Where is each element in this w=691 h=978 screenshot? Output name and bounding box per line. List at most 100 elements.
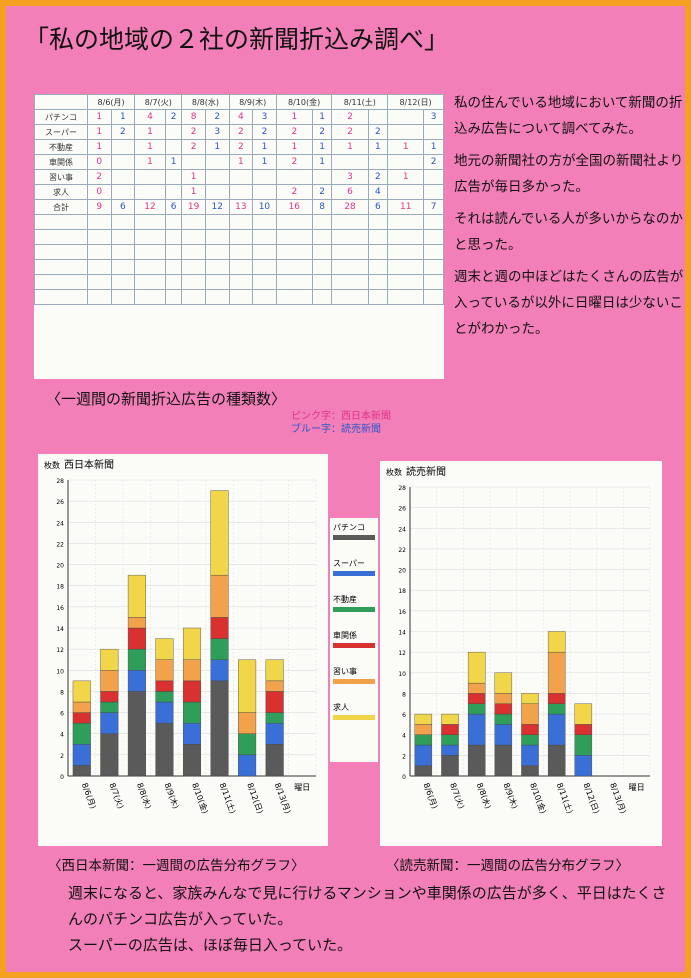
x-tick-label: 8/10(金) <box>190 781 210 815</box>
bar-segment <box>128 691 146 776</box>
table-cell <box>424 185 444 200</box>
table-cell <box>368 215 388 230</box>
legend-entry: スーパー <box>330 554 378 590</box>
bar-segment <box>468 683 485 693</box>
bar-segment <box>495 673 512 694</box>
bar-segment <box>238 755 256 776</box>
table-cell <box>205 245 229 260</box>
y-axis-label: 枚数 <box>44 460 60 470</box>
bar-segment <box>101 734 119 776</box>
table-cell: 19 <box>182 200 206 215</box>
table-cell <box>332 230 368 245</box>
bar-segment <box>575 704 592 725</box>
row-label: 合計 <box>35 200 88 215</box>
table-cell <box>182 260 206 275</box>
table-cell: 0 <box>88 155 112 170</box>
table-cell <box>388 215 424 230</box>
y-tick-label: 20 <box>56 563 64 570</box>
y-tick-label: 20 <box>398 568 406 575</box>
table-cell <box>253 245 277 260</box>
bar-segment <box>73 723 91 744</box>
bar-segment <box>521 693 538 703</box>
bar-segment <box>495 714 512 724</box>
bar-segment <box>468 704 485 714</box>
table-cell: 1 <box>253 155 277 170</box>
bar-segment <box>73 713 91 724</box>
table-cell: 3 <box>332 170 368 185</box>
bar-segment <box>415 724 432 734</box>
table-cell <box>205 275 229 290</box>
y-tick-label: 2 <box>60 753 64 760</box>
table-cell: 2 <box>229 125 253 140</box>
table-cell: 1 <box>276 110 312 125</box>
bar-segment <box>441 714 458 724</box>
table-cell <box>88 275 112 290</box>
table-cell <box>388 125 424 140</box>
table-cell <box>111 260 135 275</box>
table-cell: 2 <box>165 110 182 125</box>
legend-label: 車関係 <box>333 630 375 641</box>
table-cell <box>388 260 424 275</box>
table-cell <box>88 290 112 305</box>
table-cell <box>135 230 166 245</box>
table-cell: 1 <box>111 110 135 125</box>
y-tick-label: 28 <box>398 485 406 492</box>
table-cell: 1 <box>253 140 277 155</box>
x-tick-label: 8/12(日) <box>245 782 264 815</box>
table-cell <box>388 185 424 200</box>
table-cell <box>312 260 332 275</box>
table-cell: 1 <box>135 125 166 140</box>
y-tick-label: 26 <box>56 499 64 506</box>
x-tick-label: 8/13(月) <box>273 782 292 815</box>
legend-entry: 不動産 <box>330 590 378 626</box>
bar-segment <box>548 652 565 693</box>
x-tick-label: 8/12(日) <box>581 782 600 815</box>
y-tick-label: 16 <box>56 605 64 612</box>
bar-segment <box>495 704 512 714</box>
bar-segment <box>548 693 565 703</box>
table-cell <box>182 215 206 230</box>
page: 「私の地域の２社の新聞折込み調べ」 8/6(月)8/7(火)8/8(水)8/9(… <box>0 0 691 978</box>
table-cell: 1 <box>135 155 166 170</box>
table-cell <box>205 230 229 245</box>
table-cell <box>35 290 88 305</box>
day-header: 8/7(火) <box>135 95 182 110</box>
table-cell <box>165 140 182 155</box>
table-cell <box>368 230 388 245</box>
table-cell <box>332 245 368 260</box>
bar-segment <box>73 681 91 702</box>
x-tick-label: 8/6(月) <box>80 782 98 811</box>
table-cell: 1 <box>388 140 424 155</box>
y-tick-label: 14 <box>398 630 406 637</box>
table-cell <box>229 185 253 200</box>
bar-segment <box>156 723 174 776</box>
bar-segment <box>156 639 174 660</box>
table-cell <box>35 260 88 275</box>
y-tick-label: 14 <box>56 626 64 633</box>
table-cell <box>165 215 182 230</box>
table-cell: 8 <box>312 200 332 215</box>
table-cell: 2 <box>332 110 368 125</box>
table-cell <box>332 290 368 305</box>
table-cell <box>312 215 332 230</box>
table-caption: 〈一週間の新聞折込広告の種類数〉 <box>46 388 286 409</box>
bar-segment <box>521 724 538 734</box>
y-tick-label: 24 <box>56 520 64 527</box>
table-cell <box>388 245 424 260</box>
legend-label: 不動産 <box>333 594 375 605</box>
data-table: 8/6(月)8/7(火)8/8(水)8/9(木)8/10(金)8/11(土)8/… <box>34 94 444 379</box>
table-cell <box>424 260 444 275</box>
table-cell <box>276 230 312 245</box>
table-cell <box>182 245 206 260</box>
table-cell: 1 <box>88 110 112 125</box>
table-row <box>35 215 444 230</box>
legend-swatch <box>333 535 375 540</box>
bar-segment <box>101 691 119 702</box>
table-cell: 13 <box>229 200 253 215</box>
table-cell: 1 <box>182 185 206 200</box>
table-cell: 4 <box>229 110 253 125</box>
table-cell <box>229 230 253 245</box>
x-tick-label: 8/9(木) <box>163 781 182 810</box>
y-tick-label: 10 <box>56 668 64 675</box>
